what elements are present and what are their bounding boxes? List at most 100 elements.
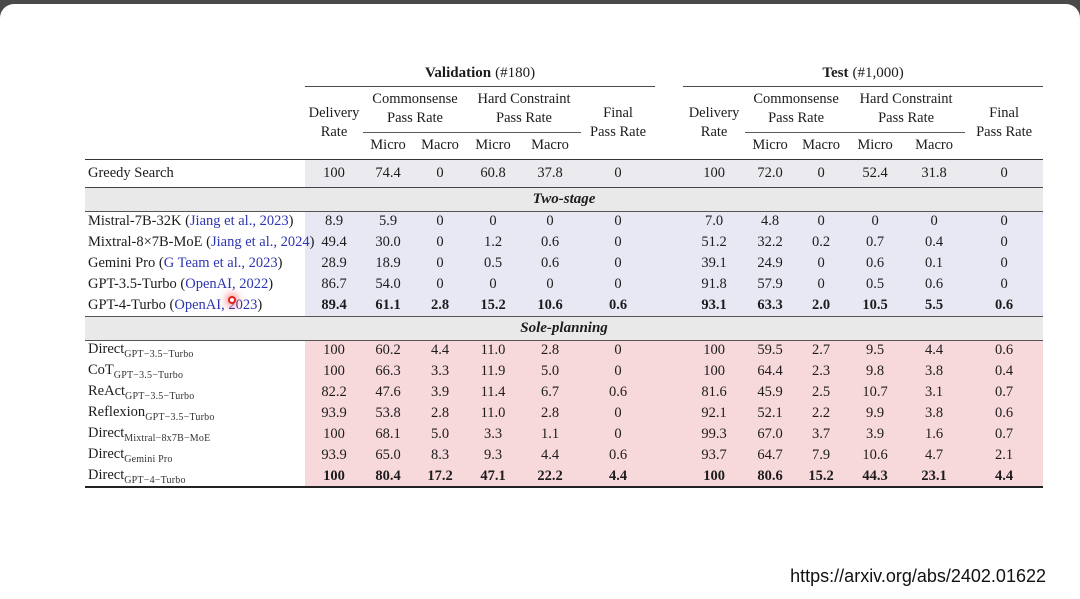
metric-cell: 64.7 <box>745 445 796 466</box>
metric-cell: 0.1 <box>903 253 966 274</box>
model-name: GPT-4-Turbo <box>88 296 166 313</box>
metric-cell: 39.1 <box>683 253 746 274</box>
metric-cell: 91.8 <box>683 274 746 295</box>
citation-link[interactable]: Jiang et al., 2024 <box>210 234 310 250</box>
metric-cell: 0.6 <box>965 340 1044 361</box>
model-label: Gemini Pro (G Team et al., 2023) <box>85 253 305 274</box>
citation-link[interactable]: OpenAI, 2023 <box>174 296 258 313</box>
method-model-subscript: Mixtral−8x7B−MoE <box>124 432 211 444</box>
metric-cell: 9.3 <box>467 445 519 466</box>
metric-cell: 49.4 <box>305 232 363 253</box>
model-label: GPT-4-Turbo (OpenAI, 2023) <box>85 295 305 316</box>
metric-cell: 47.6 <box>363 382 413 403</box>
citation-link[interactable]: Jiang et al., 2023 <box>189 213 289 230</box>
table-row: DirectMixtral−8x7B−MoE 100 68.1 5.0 3.3 1.1 0 9… <box>85 424 1044 445</box>
metric-cell: 7.9 <box>795 445 848 466</box>
metric-cell: 0 <box>519 211 581 232</box>
model-name: Mixtral-8×7B-MoE <box>88 234 203 250</box>
column-gap <box>655 274 684 295</box>
header-line: Rate <box>320 123 348 140</box>
model-name: Gemini Pro <box>88 255 156 271</box>
header-line: Pass Rate <box>768 110 825 126</box>
metric-cell: 4.4 <box>581 466 656 488</box>
method-name: Direct <box>88 425 125 442</box>
method-name: Direct <box>88 341 125 358</box>
metric-cell: 23.1 <box>903 466 966 488</box>
metric-cell: 2.8 <box>519 403 581 424</box>
metric-cell: 100 <box>305 158 363 188</box>
col-header-hard-constraint-test: Hard Constraint Pass Rate <box>847 86 966 133</box>
metric-cell: 47.1 <box>467 466 519 488</box>
metric-cell: 30.0 <box>363 232 413 253</box>
metric-cell: 18.9 <box>363 253 413 274</box>
metric-cell: 0.7 <box>965 382 1044 403</box>
citation-link[interactable]: G Team et al., 2023 <box>163 255 278 271</box>
model-name: GPT-3.5-Turbo <box>88 276 177 292</box>
source-url: https://arxiv.org/abs/2402.01622 <box>790 566 1046 586</box>
results-table: Validation (#180) Test (#1,000) Delivery Ra… <box>85 60 1044 488</box>
metric-cell: 60.2 <box>363 340 413 361</box>
metric-cell: 2.8 <box>413 295 467 316</box>
metric-cell: 63.3 <box>745 295 796 316</box>
col-header-micro: Micro <box>857 137 893 153</box>
metric-cell: 0 <box>795 274 848 295</box>
metric-cell: 0.6 <box>965 403 1044 424</box>
metric-cell: 0 <box>467 211 519 232</box>
metric-cell: 22.2 <box>519 466 581 488</box>
metric-cell: 4.4 <box>413 340 467 361</box>
metric-cell: 0.6 <box>581 445 656 466</box>
metric-cell: 1.2 <box>467 232 519 253</box>
metric-cell: 0 <box>965 253 1044 274</box>
table-row: DirectGemini Pro 93.9 65.0 8.3 9.3 4.4 0.6 93.7… <box>85 445 1044 466</box>
metric-cell: 82.2 <box>305 382 363 403</box>
metric-cell: 11.9 <box>467 361 519 382</box>
table-row: Mixtral-8×7B-MoE (Jiang et al., 2024) 49.… <box>85 232 1044 253</box>
section-band-title: Two-stage <box>85 186 1044 212</box>
metric-cell: 68.1 <box>363 424 413 445</box>
close-paren: ) <box>277 255 283 271</box>
metric-cell: 52.4 <box>847 158 904 188</box>
column-gap <box>655 295 684 316</box>
metric-cell: 0 <box>467 274 519 295</box>
metric-cell: 2.0 <box>795 295 848 316</box>
metric-cell: 100 <box>305 361 363 382</box>
model-label: DirectGPT−3.5−Turbo <box>85 340 305 361</box>
metric-cell: 0.7 <box>847 232 904 253</box>
table-row: ReflexionGPT−3.5−Turbo 93.9 53.8 2.8 11.0 2.8… <box>85 403 1044 424</box>
metric-cell: 5.9 <box>363 211 413 232</box>
metric-cell: 0.6 <box>519 253 581 274</box>
method-model-subscript: GPT−3.5−Turbo <box>113 369 184 381</box>
close-paren: ) <box>257 296 263 313</box>
table-row: GPT-3.5-Turbo (OpenAI, 2022) 86.7 54.0 0 0 0 0… <box>85 274 1044 295</box>
column-gap <box>655 211 684 232</box>
column-gap <box>655 424 684 445</box>
metric-cell: 0 <box>413 253 467 274</box>
column-gap <box>655 466 684 488</box>
metric-cell: 100 <box>683 466 746 488</box>
metric-cell: 2.3 <box>795 361 848 382</box>
col-header-hard-constraint-validation: Hard Constraint Pass Rate <box>467 86 581 133</box>
metric-cell: 0.6 <box>519 232 581 253</box>
metric-cell: 11.4 <box>467 382 519 403</box>
column-gap <box>655 340 684 361</box>
header-line: Delivery <box>688 104 740 121</box>
model-label: Greedy Search <box>85 158 305 188</box>
col-header-commonsense-validation: Commonsense Pass Rate <box>363 86 467 133</box>
open-paren: ( <box>169 296 175 313</box>
method-model-subscript: GPT−3.5−Turbo <box>145 411 215 423</box>
test-group-header: Test (#1,000) <box>683 60 1044 87</box>
section-band: Two-stage <box>85 186 1044 212</box>
model-label: CoTGPT−3.5−Turbo <box>85 361 305 382</box>
model-label: ReActGPT−3.5−Turbo <box>85 382 305 403</box>
column-gap <box>655 253 684 274</box>
metric-cell: 93.9 <box>305 403 363 424</box>
metric-cell: 2.8 <box>413 403 467 424</box>
header-line: Hard Constraint <box>477 91 571 107</box>
metric-cell: 0 <box>581 211 656 232</box>
citation-link[interactable]: OpenAI, 2022 <box>185 276 269 292</box>
metric-cell: 1.1 <box>519 424 581 445</box>
col-header-macro: Macro <box>802 137 840 153</box>
metric-cell: 7.0 <box>683 211 746 232</box>
metric-cell: 3.3 <box>467 424 519 445</box>
column-gap <box>655 361 684 382</box>
